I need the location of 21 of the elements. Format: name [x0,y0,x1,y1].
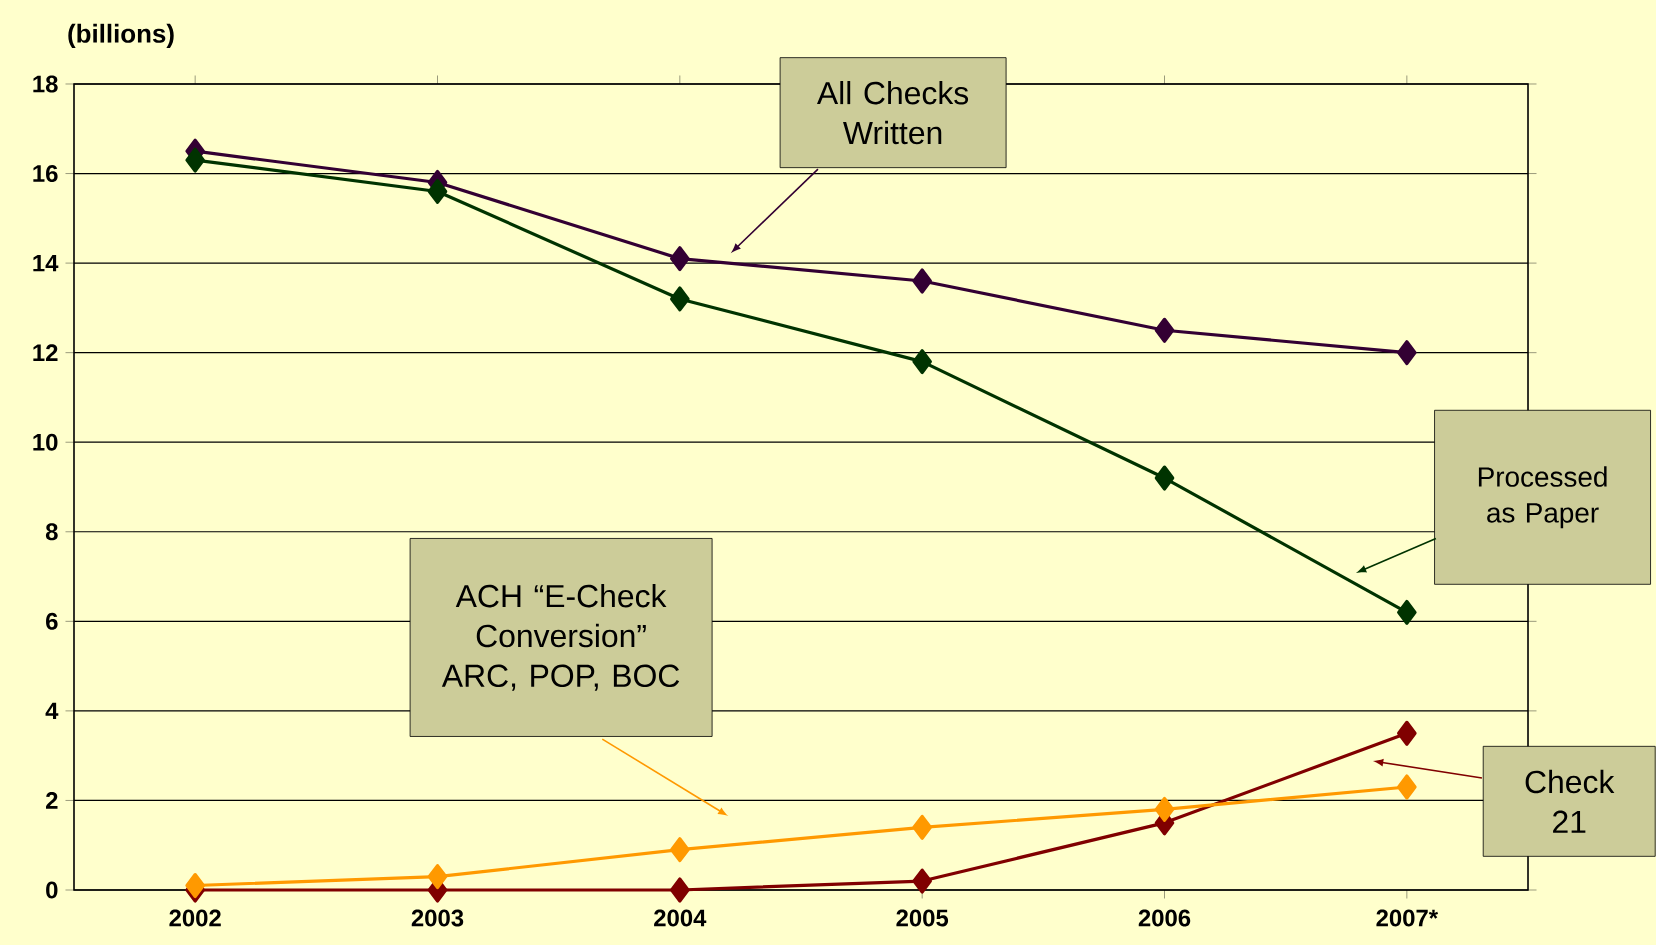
y-tick-label: 14 [33,254,59,272]
x-tick-label: 2004 [654,909,707,927]
annotation: ACH “E-Check Conversion” ARC, POP, BOC [441,584,680,691]
annotation: All Checks Written [816,81,969,145]
y-tick-label: 10 [33,433,58,451]
x-tick-label: 2003 [411,909,464,927]
y-tick-label: 12 [33,344,58,362]
y-tick-label: 6 [46,612,58,630]
y-tick-label: 16 [33,165,58,182]
y-axis-title: (billions) [68,23,174,48]
x-tick-label: 2007* [1376,909,1439,927]
y-tick-label: 18 [33,75,58,93]
x-tick-label: 2006 [1138,909,1191,927]
y-tick-label: 8 [45,523,58,541]
y-tick-label: 2 [46,792,58,809]
x-tick-label: 2002 [169,909,221,927]
y-tick-label: 0 [46,881,58,899]
x-tick-label: 2005 [896,909,949,927]
y-tick-label: 4 [45,702,59,720]
annotation: Processed as Paper [1478,466,1607,529]
annotation: Check 21 [1525,769,1615,833]
